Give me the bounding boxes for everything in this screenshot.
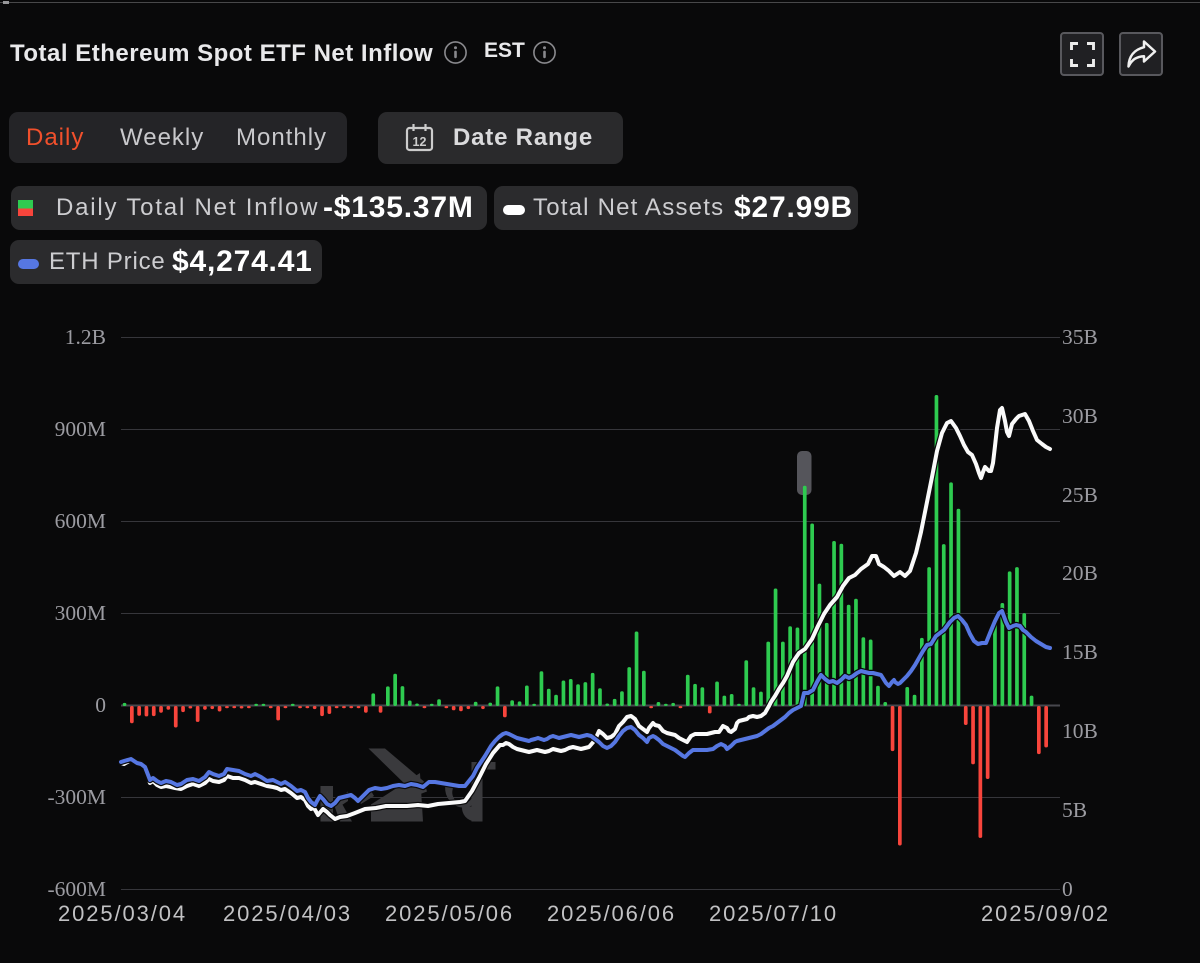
svg-text:2025/09/02: 2025/09/02 (981, 901, 1110, 926)
svg-text:5B: 5B (1062, 798, 1087, 822)
svg-text:600M: 600M (55, 509, 106, 533)
svg-text:0: 0 (95, 693, 106, 717)
svg-text:0: 0 (1062, 877, 1073, 901)
svg-text:300M: 300M (55, 601, 106, 625)
svg-text:-300M: -300M (47, 785, 106, 809)
svg-text:1.2B: 1.2B (65, 325, 106, 349)
svg-text:10B: 10B (1062, 719, 1098, 743)
svg-text:2025/07/10: 2025/07/10 (709, 901, 838, 926)
svg-text:15B: 15B (1062, 640, 1098, 664)
svg-text:25B: 25B (1062, 483, 1098, 507)
svg-text:20B: 20B (1062, 561, 1098, 585)
svg-text:35B: 35B (1062, 325, 1098, 349)
svg-text:2025/03/04: 2025/03/04 (58, 901, 187, 926)
svg-text:30B: 30B (1062, 404, 1098, 428)
svg-text:12: 12 (413, 135, 427, 149)
svg-text:-600M: -600M (47, 877, 106, 901)
svg-text:2025/06/06: 2025/06/06 (547, 901, 676, 926)
svg-text:2025/05/06: 2025/05/06 (385, 901, 514, 926)
svg-text:900M: 900M (55, 417, 106, 441)
svg-text:2025/04/03: 2025/04/03 (223, 901, 352, 926)
